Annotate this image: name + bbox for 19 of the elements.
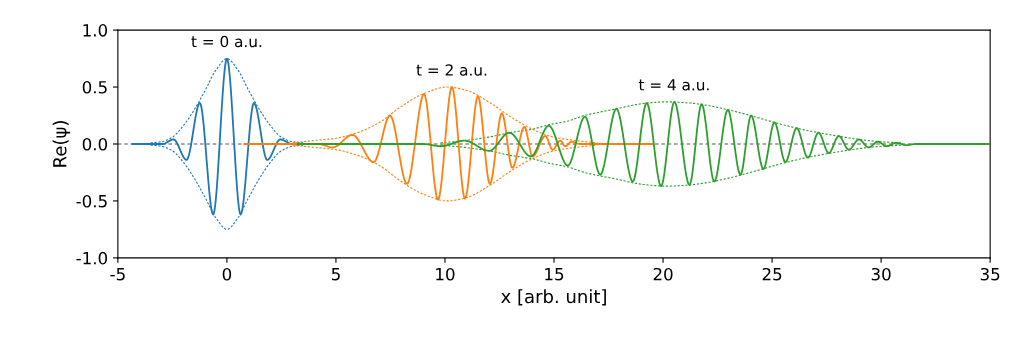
x-tick-label: 10: [436, 267, 455, 281]
y-tick-label: 0.5: [82, 81, 107, 94]
x-tick-label: 35: [980, 267, 1000, 281]
x-tick-label: 0: [222, 267, 232, 281]
x-tick-label: 5: [331, 268, 340, 281]
y-tick-label: 0.0: [82, 137, 108, 151]
annotation: t = 2 a.u.: [416, 64, 487, 76]
x-tick-label: -5: [110, 268, 125, 281]
y-axis-title: Re(ψ): [52, 121, 71, 167]
annotation: t = 0 a.u.: [191, 35, 262, 48]
x-tick-label: 30: [871, 267, 891, 281]
x-tick-label: 20: [653, 267, 673, 281]
y-tick-label: -0.5: [76, 194, 107, 208]
x-axis-title: x [arb. unit]: [501, 289, 606, 306]
x-tick-label: 25: [762, 267, 782, 281]
annotation: t = 4 a.u.: [638, 79, 709, 91]
y-tick-label: -1.0: [76, 251, 108, 265]
x-tick-label: 15: [545, 268, 564, 281]
y-tick-label: 1.0: [83, 24, 108, 37]
